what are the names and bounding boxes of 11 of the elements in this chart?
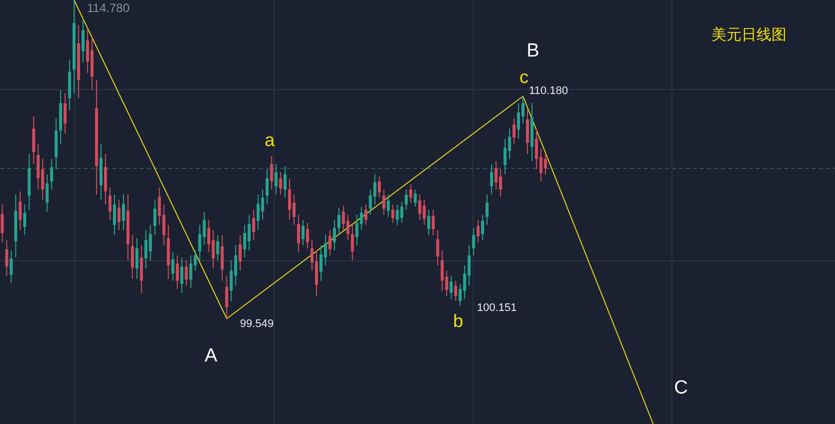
annotation: a — [264, 130, 276, 150]
annotation: 100.151 — [477, 302, 517, 314]
annotation: c — [520, 67, 528, 88]
text: A — [204, 346, 218, 366]
annotation: 114.780 — [87, 1, 130, 15]
text: 美元日线图 — [712, 26, 786, 44]
text: C — [674, 378, 688, 398]
annotation: 110.180 — [529, 85, 568, 97]
annotation: b — [453, 311, 464, 331]
annotation: 99.549 — [240, 318, 274, 330]
annotation: B — [526, 40, 540, 62]
